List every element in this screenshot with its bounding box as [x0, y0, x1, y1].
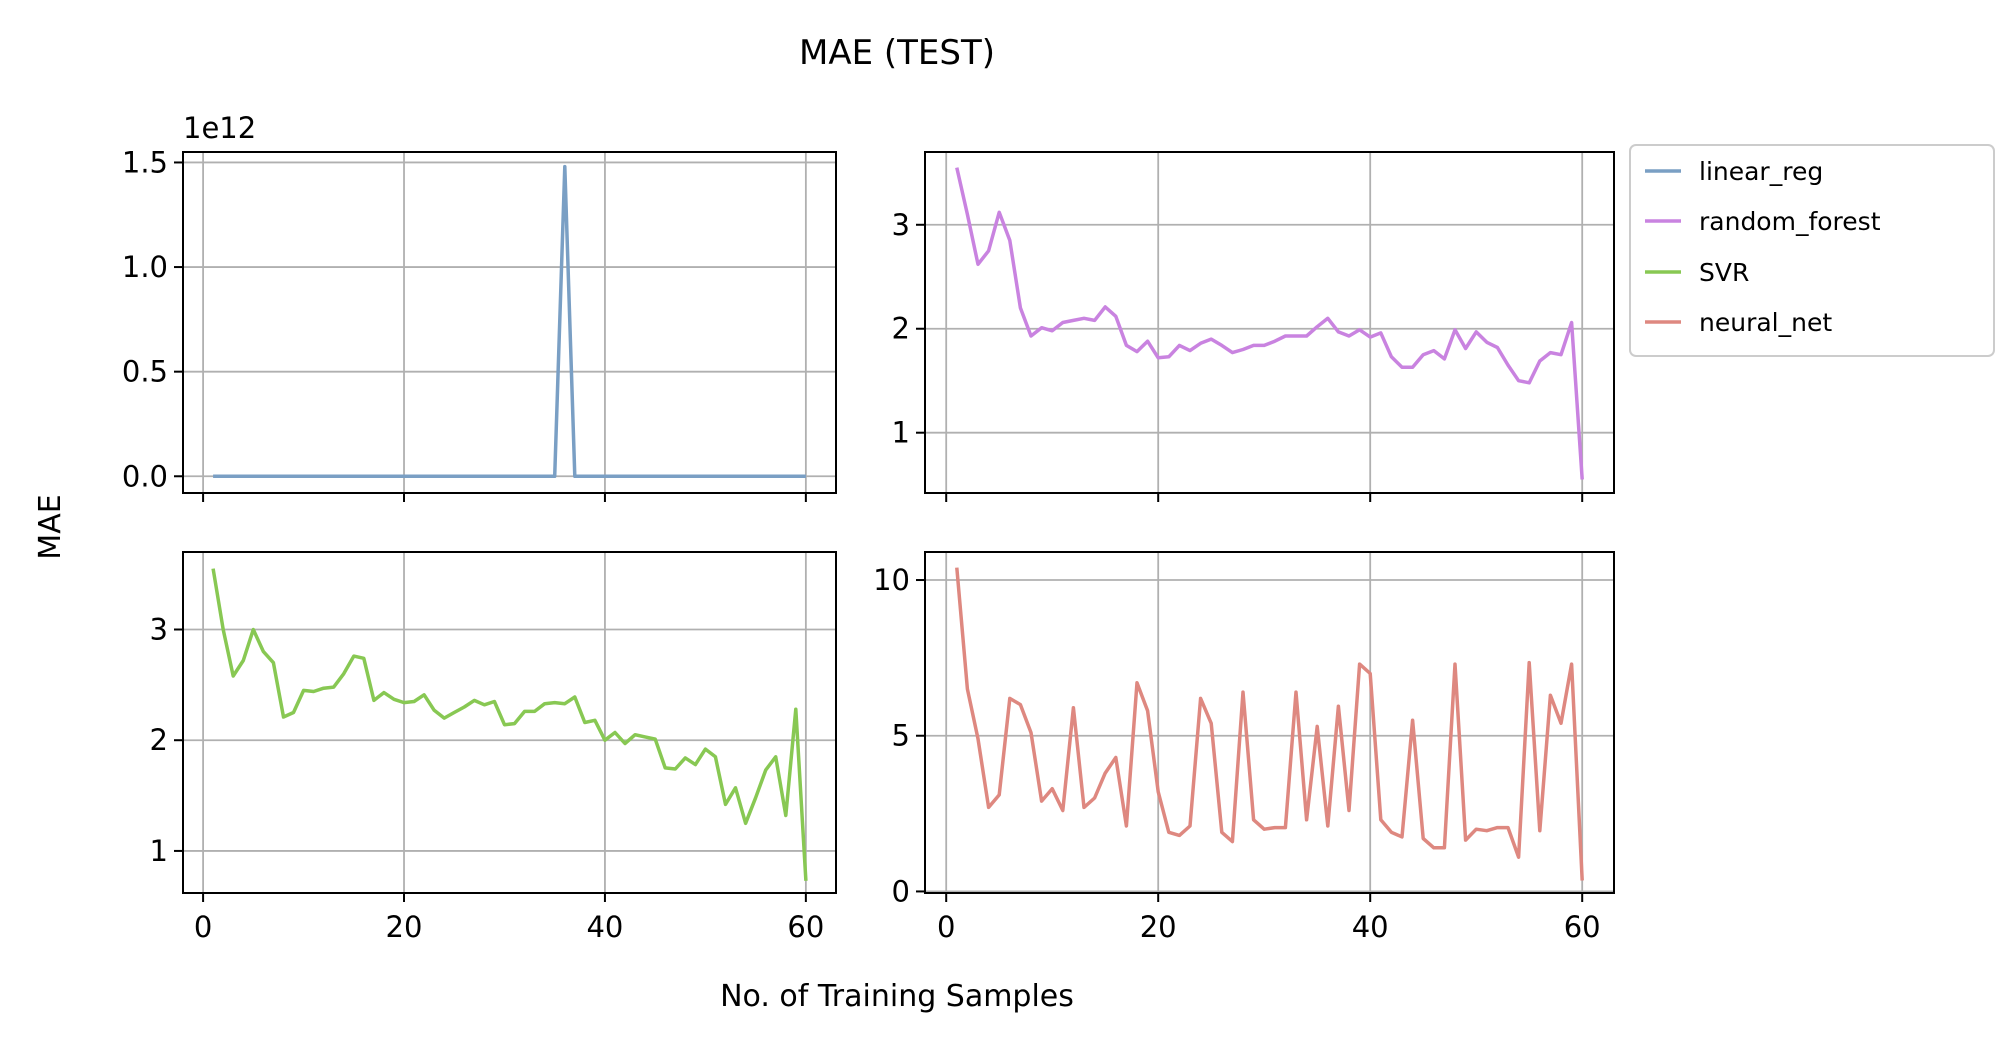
y-tick-label: 0.5 — [122, 355, 168, 389]
y-tick-label: 0.0 — [122, 459, 168, 493]
y-tick-label: 10 — [873, 563, 910, 597]
y-axis-label: MAE — [33, 494, 68, 559]
axes-frame — [182, 151, 837, 494]
x-tick-label: 60 — [1564, 910, 1601, 944]
x-tick-label: 0 — [194, 910, 212, 944]
panel-random-forest: 1 2 3 — [892, 151, 1615, 502]
panel-linear-reg: 0.0 0.5 1.0 1.5 1e12 — [122, 111, 837, 502]
legend-label-svr: SVR — [1699, 258, 1749, 287]
y-tick-label: 3 — [150, 613, 168, 647]
figure-title: MAE (TEST) — [799, 33, 995, 73]
y-tick-label: 2 — [150, 723, 168, 757]
y-tick-label: 1.0 — [122, 250, 168, 284]
legend-label-neural-net: neural_net — [1699, 308, 1832, 337]
x-tick-label: 20 — [1140, 910, 1177, 944]
y-tick-label: 2 — [892, 312, 910, 346]
y-tick-label: 1 — [150, 834, 168, 868]
legend: linear_reg random_forest SVR neural_net — [1629, 144, 1995, 357]
series-line-neural-net — [955, 567, 1584, 881]
y-tick-label: 1.5 — [122, 145, 168, 179]
x-tick-label: 60 — [787, 910, 824, 944]
legend-frame — [1629, 144, 1995, 357]
y-offset-text: 1e12 — [183, 111, 256, 145]
series-line-random-forest — [955, 167, 1584, 480]
x-axis-label: No. of Training Samples — [720, 979, 1074, 1014]
panel-svr: 0 20 40 60 1 2 3 — [150, 551, 837, 944]
axes-frame — [182, 551, 837, 894]
y-tick-label: 3 — [892, 208, 910, 242]
panel-neural-net: 0 20 40 60 0 5 10 — [873, 551, 1615, 944]
legend-label-linear-reg: linear_reg — [1699, 157, 1823, 186]
y-tick-label: 5 — [892, 719, 910, 753]
legend-label-random-forest: random_forest — [1699, 207, 1881, 236]
series-line-svr — [211, 568, 808, 881]
x-tick-label: 40 — [1352, 910, 1389, 944]
x-tick-label: 20 — [386, 910, 423, 944]
y-tick-label: 0 — [892, 874, 910, 908]
series-line-linear-reg — [213, 164, 806, 479]
axes-frame — [924, 151, 1615, 494]
x-tick-label: 40 — [586, 910, 623, 944]
axes-frame — [924, 551, 1615, 894]
x-tick-label: 0 — [937, 910, 955, 944]
y-tick-label: 1 — [892, 416, 910, 450]
